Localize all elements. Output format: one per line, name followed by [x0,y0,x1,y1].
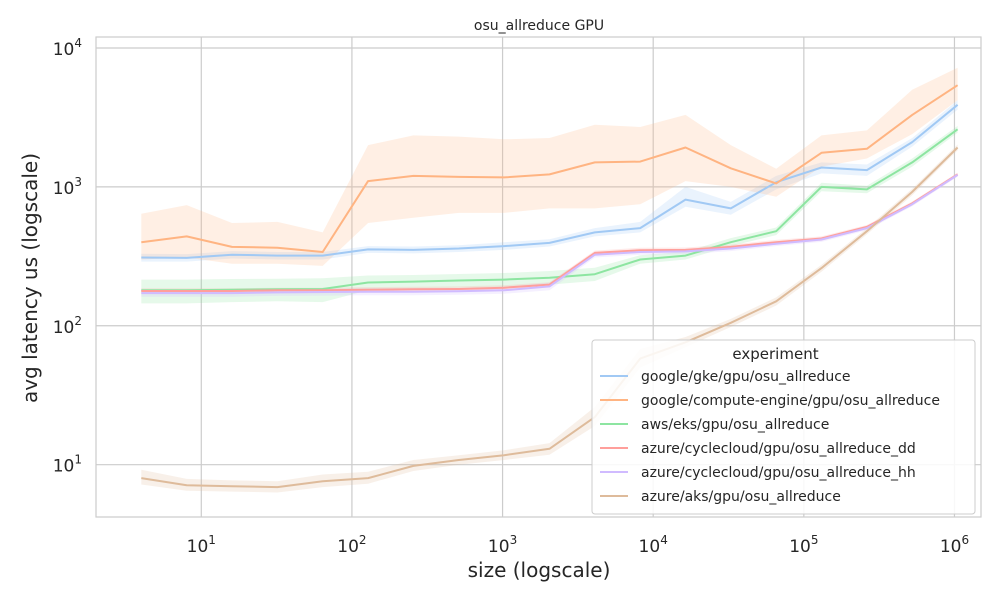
legend-label: aws/eks/gpu/osu_allreduce [641,417,829,433]
y-tick-base: 10 [53,318,75,338]
y-tick-base: 10 [53,179,75,199]
x-tick-exponent: 4 [660,533,668,547]
legend-item: google/gke/gpu/osu_allreduce [600,369,851,385]
legend-label: azure/cyclecloud/gpu/osu_allreduce_hh [641,465,916,481]
x-tick-label: 101 [187,533,216,557]
x-tick-base: 10 [187,537,209,557]
y-tick-exponent: 3 [74,175,82,189]
legend-item: aws/eks/gpu/osu_allreduce [600,417,829,433]
x-tick-base: 10 [488,537,510,557]
series-line [141,84,959,253]
legend-item: google/compute-engine/gpu/osu_allreduce [600,393,940,409]
legend-item: azure/cyclecloud/gpu/osu_allreduce_hh [600,465,916,481]
series-line [141,146,959,489]
x-tick-label: 103 [488,533,517,557]
x-tick-exponent: 2 [359,533,367,547]
x-tick-exponent: 3 [510,533,518,547]
x-tick-exponent: 5 [811,533,819,547]
y-axis-label: avg latency us (logscale) [18,153,42,403]
legend-item: azure/cyclecloud/gpu/osu_allreduce_dd [600,441,916,457]
x-tick-label: 105 [789,533,818,557]
legend-label: azure/aks/gpu/osu_allreduce [641,489,841,505]
y-tick-exponent: 4 [74,36,82,50]
confidence-band [141,100,958,262]
legend-items: google/gke/gpu/osu_allreduce google/compu… [600,369,940,505]
legend-label: google/gke/gpu/osu_allreduce [641,369,851,385]
y-tick-label: 102 [53,314,82,338]
x-tick-base: 10 [337,537,359,557]
series-line [141,104,959,259]
x-tick-base: 10 [639,537,661,557]
x-tick-exponent: 1 [208,533,216,547]
y-tick-base: 10 [53,40,75,60]
x-tick-base: 10 [940,537,962,557]
legend-box [591,339,976,515]
legend-label: google/compute-engine/gpu/osu_allreduce [641,393,940,409]
legend-label: azure/cyclecloud/gpu/osu_allreduce_dd [641,441,916,457]
legend: experiment google/gke/gpu/osu_allreduceg… [591,339,976,515]
y-tick-label: 104 [53,36,82,60]
series-lines [141,84,959,489]
x-tick-base: 10 [789,537,811,557]
x-tick-label: 106 [940,533,969,557]
legend-item: azure/aks/gpu/osu_allreduce [600,489,841,505]
y-tick-label: 101 [53,453,82,477]
x-tick-exponent: 6 [961,533,969,547]
x-tick-label: 102 [337,533,366,557]
y-tick-exponent: 1 [74,453,82,467]
plot-frame [95,36,982,518]
chart-title: osu_allreduce GPU [474,18,604,34]
series-line [141,174,959,295]
x-tick-label: 104 [639,533,668,557]
y-tick-base: 10 [53,457,75,477]
y-tick-exponent: 2 [74,314,82,328]
legend-title: experiment [732,345,818,363]
y-tick-label: 103 [53,175,82,199]
x-axis-label: size (logscale) [468,558,611,582]
series-line [141,128,959,292]
